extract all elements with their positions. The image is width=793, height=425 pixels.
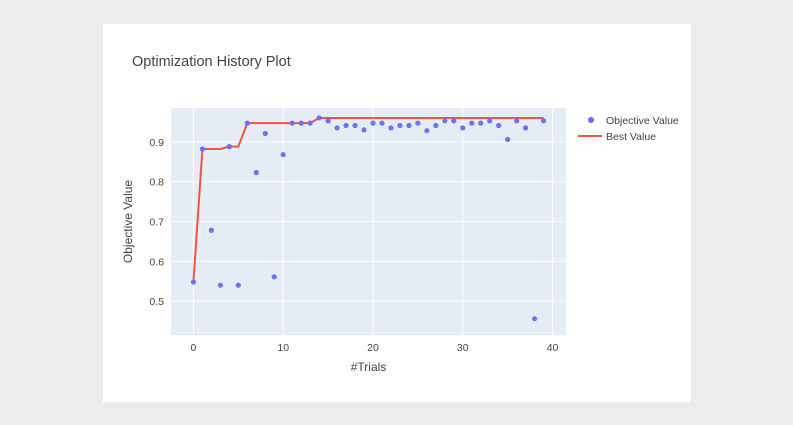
objective-value-point[interactable] [334, 125, 340, 131]
legend-label-best-value: Best Value [606, 131, 656, 143]
y-tick-label: 0.7 [149, 217, 164, 229]
axis-ticks: 0 10 20 30 40 0.5 0.6 0.7 0.8 0.9 [149, 137, 558, 354]
objective-value-point[interactable] [199, 146, 206, 152]
objective-value-point[interactable] [298, 120, 304, 126]
objective-value-point[interactable] [388, 125, 394, 131]
objective-value-point[interactable] [208, 227, 214, 233]
x-tick-label: 0 [191, 342, 197, 354]
objective-value-point[interactable] [505, 136, 511, 143]
objective-value-point[interactable] [235, 282, 241, 288]
legend-item-best-value[interactable]: Best Value [578, 131, 656, 143]
objective-value-point[interactable] [478, 120, 484, 126]
objective-value-point[interactable] [424, 128, 430, 134]
y-tick-label: 0.8 [149, 177, 164, 189]
objective-value-point[interactable] [523, 125, 529, 131]
y-tick-label: 0.6 [149, 256, 164, 268]
objective-value-point[interactable] [262, 130, 268, 137]
objective-value-point[interactable] [361, 127, 367, 133]
objective-value-point[interactable] [271, 274, 277, 280]
objective-value-point[interactable] [540, 118, 547, 124]
objective-value-point[interactable] [531, 316, 538, 322]
objective-value-point[interactable] [487, 118, 493, 124]
objective-value-point[interactable] [406, 122, 412, 129]
best-value-layer [192, 116, 544, 283]
legend-label-objective-value: Objective Value [606, 115, 679, 127]
best-value-line [192, 116, 544, 283]
objective-value-point[interactable] [451, 118, 457, 124]
objective-value-point[interactable] [226, 144, 232, 150]
chart-svg: Optimization History Plot 0 10 20 30 40 0.5 0.… [121, 54, 679, 374]
objective-value-point[interactable] [217, 282, 223, 288]
objective-value-point[interactable] [442, 118, 448, 124]
chart-title: Optimization History Plot [132, 54, 291, 70]
x-tick-label: 10 [277, 342, 289, 354]
chart-card: Optimization History Plot 0 10 20 30 40 0.5 0.… [103, 24, 691, 402]
x-tick-label: 30 [457, 342, 469, 354]
objective-value-point[interactable] [370, 120, 376, 126]
objective-value-point[interactable] [496, 122, 502, 129]
objective-value-point[interactable] [253, 169, 259, 176]
objective-value-point[interactable] [307, 120, 313, 126]
y-axis-label: Objective Value [121, 180, 135, 263]
x-tick-label: 20 [367, 342, 379, 354]
objective-value-point[interactable] [352, 122, 358, 129]
objective-value-point[interactable] [415, 120, 421, 126]
objective-value-point[interactable] [460, 125, 466, 131]
legend-marker-objective-value [588, 117, 594, 123]
objective-value-point[interactable] [325, 118, 331, 124]
legend[interactable]: Objective Value Best Value [578, 115, 679, 143]
objective-value-point[interactable] [379, 120, 385, 126]
objective-value-point[interactable] [316, 115, 322, 121]
objective-value-point[interactable] [343, 122, 349, 129]
objective-value-point[interactable] [514, 118, 520, 124]
objective-value-point[interactable] [433, 122, 439, 129]
objective-value-point[interactable] [190, 279, 197, 285]
grid-lines [171, 108, 566, 335]
objective-value-point[interactable] [280, 151, 286, 158]
legend-item-objective-value[interactable]: Objective Value [588, 115, 679, 127]
y-tick-label: 0.9 [149, 137, 164, 149]
objective-value-point[interactable] [244, 120, 250, 126]
objective-value-point[interactable] [469, 120, 475, 126]
x-tick-label: 40 [547, 342, 559, 354]
objective-value-point[interactable] [289, 120, 295, 126]
objective-value-layer [190, 115, 547, 322]
objective-value-point[interactable] [397, 122, 403, 129]
x-axis-label: #Trials [351, 360, 387, 374]
y-tick-label: 0.5 [149, 296, 164, 308]
